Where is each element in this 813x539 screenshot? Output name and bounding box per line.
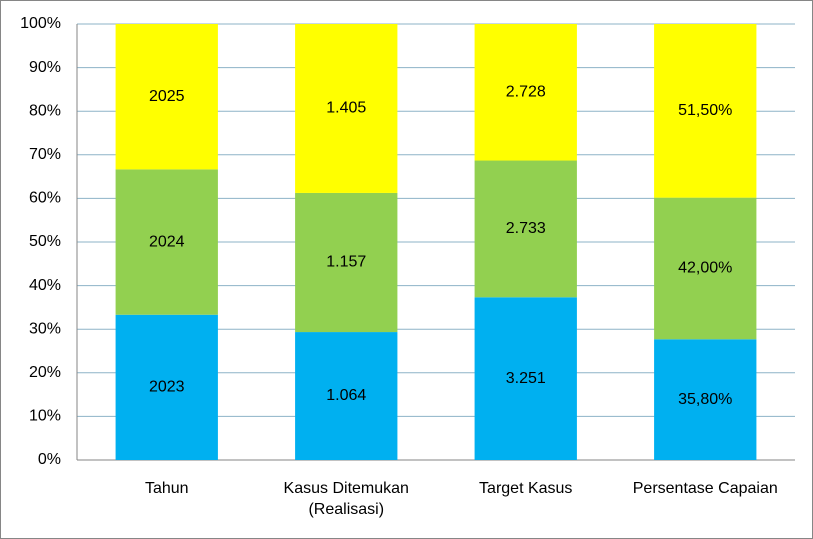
data-label: 3.251 [506,370,546,387]
data-label: 2023 [149,379,185,396]
data-label: 2.728 [506,83,546,100]
bar-segment [654,339,757,460]
y-tick-label: 100% [20,15,61,32]
x-tick-label: Persentase Capaian [632,480,778,497]
bar-segment [654,197,757,340]
data-label: 1.064 [326,387,366,404]
y-tick-label: 20% [29,364,61,381]
y-tick-label: 40% [29,277,61,294]
bar-segment [474,160,577,298]
bar-segment [654,24,757,198]
data-label: 2024 [149,233,185,250]
data-label: 2.733 [506,220,546,237]
y-tick-label: 10% [29,408,61,425]
data-label: 2025 [149,88,185,105]
data-label: 51,50% [678,102,732,119]
x-tick-label: Target Kasus [479,480,573,497]
y-tick-label: 90% [29,59,61,76]
y-tick-label: 30% [29,320,61,337]
bar-segment [474,297,577,460]
bar-segment [474,24,577,161]
y-tick-label: 80% [29,102,61,119]
bar-segment [295,192,398,333]
y-tick-label: 50% [29,233,61,250]
data-label: 1.157 [326,254,366,271]
data-label: 42,00% [678,260,732,277]
y-tick-label: 70% [29,146,61,163]
bar-segment [115,24,218,170]
x-tick-label: Tahun [144,480,189,497]
y-tick-label: 60% [29,190,61,207]
bar-segment [295,332,398,460]
bar-segment [295,24,398,193]
bar-segment [115,169,218,315]
x-tick-label: Kasus Ditemukan (Realisasi) [283,480,409,518]
bar-segment [115,314,218,460]
data-label: 1.405 [326,100,366,117]
y-tick-label: 0% [38,451,61,468]
data-label: 35,80% [678,391,732,408]
